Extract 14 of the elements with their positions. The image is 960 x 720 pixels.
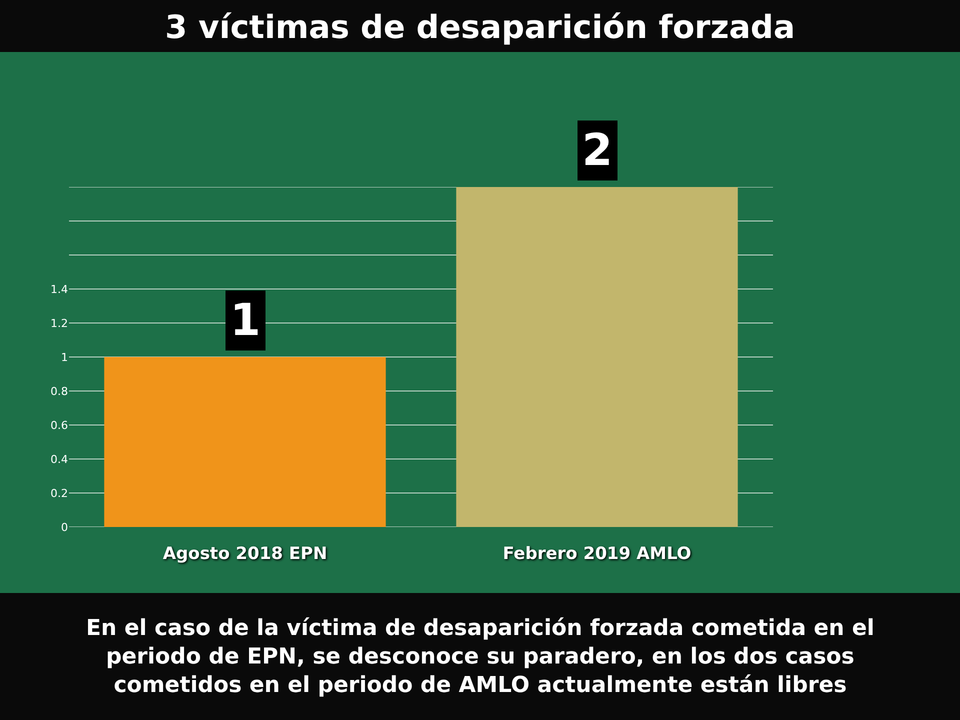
y-tick-label: 0.8	[50, 384, 68, 398]
y-tick-label: 0.2	[50, 486, 68, 500]
y-tick-label: 1.2	[50, 316, 68, 330]
y-tick-label: 0.4	[50, 452, 68, 466]
x-tick-label: Febrero 2019 AMLO	[502, 544, 692, 564]
data-label: 2	[582, 125, 613, 176]
chart-title: 3 víctimas de desaparición forzada	[164, 8, 796, 46]
y-tick-label: 0	[61, 520, 68, 534]
data-label: 1	[230, 295, 261, 346]
y-tick-label: 1.4	[50, 282, 68, 296]
text: En el caso de la víctima de desaparición forzada cometida en el periodo de EPN, se desconoce su paradero, en los dos casos cometidos en el periodo de AMLO actualmente están libres	[86, 616, 874, 698]
y-tick-label: 1	[61, 350, 68, 364]
y-tick-label: 0.6	[50, 418, 68, 432]
x-tick-label: Agosto 2018 EPN	[162, 544, 328, 564]
